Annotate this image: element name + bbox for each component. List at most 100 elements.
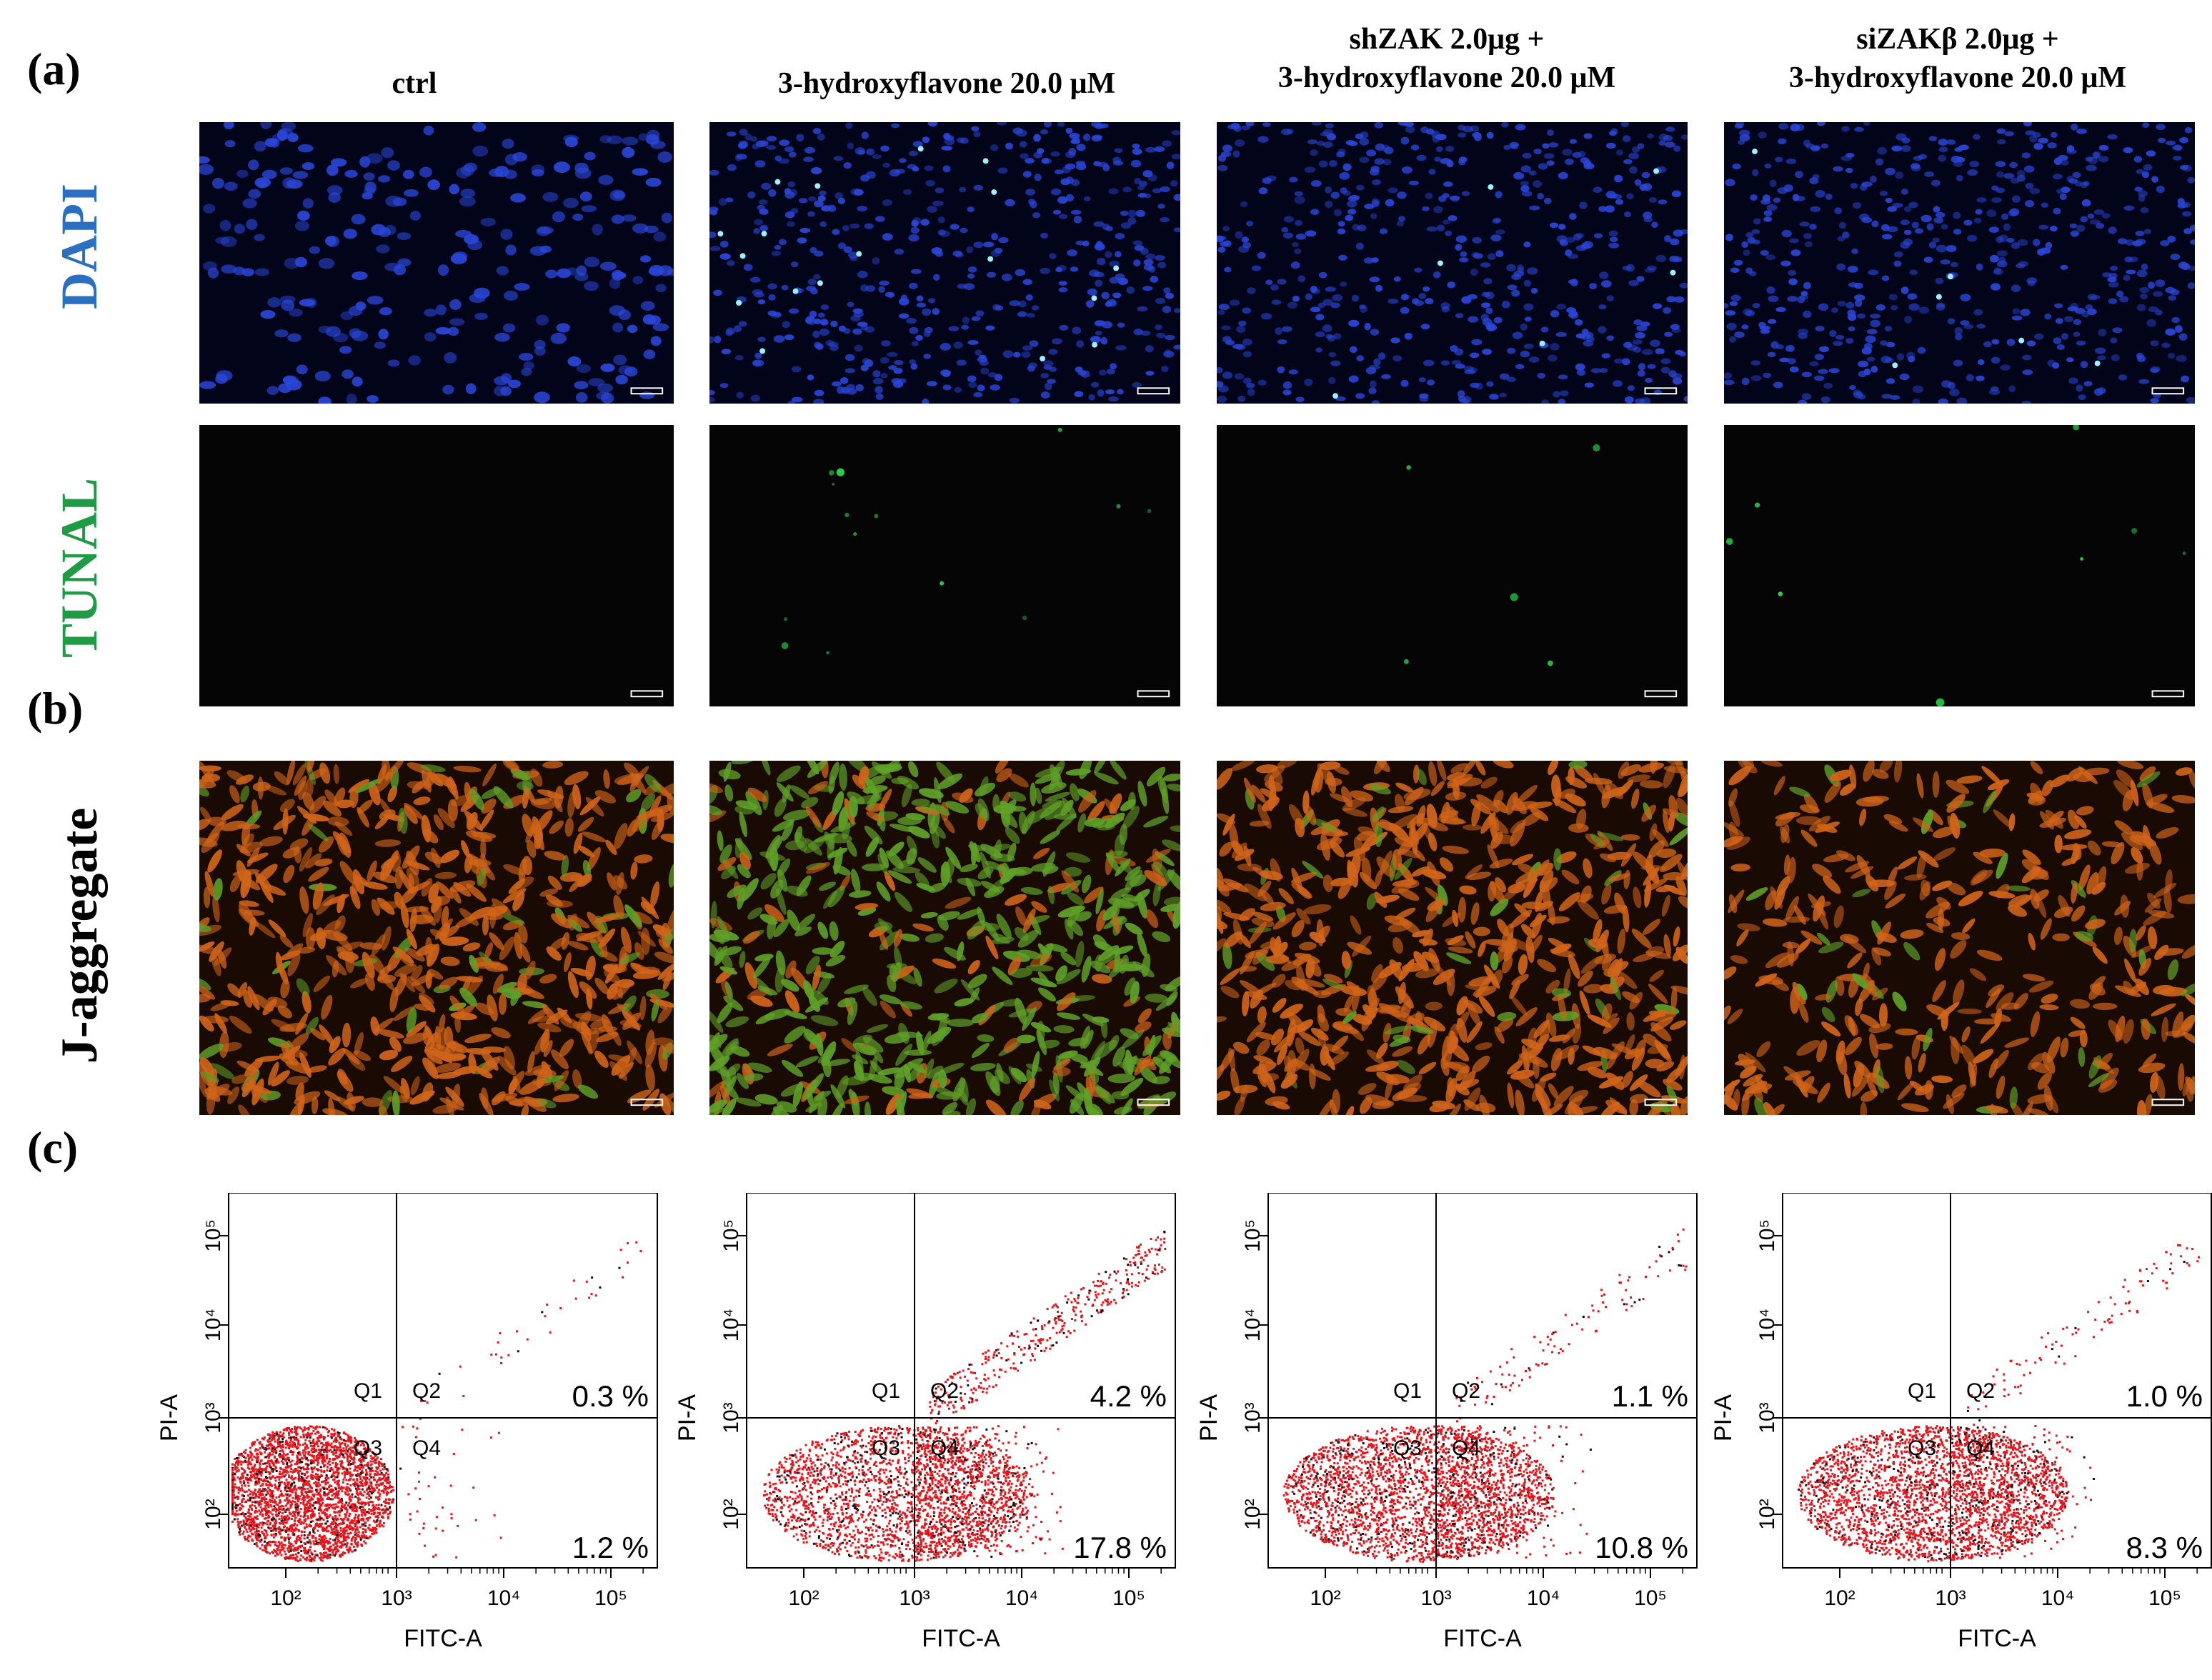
flow-event-dot xyxy=(317,1476,319,1479)
flow-event-dot xyxy=(459,1365,462,1368)
flow-event-dot xyxy=(336,1448,339,1451)
flow-event-dot xyxy=(257,1526,260,1529)
flow-event-dot xyxy=(812,1511,814,1514)
flow-event-dot xyxy=(303,1426,306,1429)
flow-event-dot xyxy=(246,1454,249,1457)
flow-event-dot xyxy=(1000,1356,1003,1359)
flow-event-dot xyxy=(236,1466,239,1469)
flow-event-dot xyxy=(244,1537,246,1539)
flow-event-dot xyxy=(335,1536,338,1539)
flow-event-dot xyxy=(844,1431,847,1434)
flow-event-dot xyxy=(895,1511,897,1514)
flow-event-dot xyxy=(307,1459,309,1461)
flow-event-dot xyxy=(356,1519,359,1522)
flow-event-dot xyxy=(349,1459,352,1462)
flow-event-dot xyxy=(845,1535,848,1538)
flow-event-dot xyxy=(817,1497,820,1500)
flow-event-dot xyxy=(291,1526,294,1529)
flow-event-dot xyxy=(263,1533,265,1536)
flow-event-dot xyxy=(289,1525,292,1528)
flow-event-dot xyxy=(269,1454,271,1456)
flow-event-dot xyxy=(932,1476,935,1479)
flow-event-dot xyxy=(377,1504,380,1506)
flow-event-dot xyxy=(241,1461,244,1464)
flow-event-dot xyxy=(265,1498,268,1500)
flow-event-dot xyxy=(374,1515,377,1518)
flow-event-dot xyxy=(935,1484,937,1486)
flow-event-dot xyxy=(322,1454,325,1456)
flow-event-dot xyxy=(951,1554,954,1556)
flow-event-dot xyxy=(264,1509,266,1511)
flow-event-dot xyxy=(930,1471,932,1474)
flow-event-dot xyxy=(295,1431,298,1434)
flow-event-dot xyxy=(1131,1281,1134,1284)
flow-event-dot xyxy=(868,1506,871,1509)
flow-event-dot xyxy=(279,1522,282,1525)
flow-event-dot xyxy=(932,1556,935,1559)
flow-event-dot xyxy=(337,1431,339,1434)
flow-event-dot xyxy=(894,1477,897,1480)
flow-event-dot xyxy=(300,1530,303,1533)
flow-event-dot xyxy=(922,1539,925,1542)
flow-event-dot xyxy=(996,1544,998,1547)
flow-event-dot xyxy=(981,1506,984,1509)
flow-event-dot xyxy=(387,1516,389,1519)
flow-event-dot xyxy=(341,1461,344,1464)
flow-event-dot xyxy=(304,1488,307,1491)
flow-event-dot xyxy=(989,1471,992,1474)
flow-event-dot xyxy=(297,1451,299,1454)
flow-event-dot xyxy=(276,1489,279,1491)
flow-event-dot xyxy=(247,1494,249,1497)
flow-event-dot xyxy=(844,1471,847,1474)
flow-event-dot xyxy=(307,1453,310,1456)
flow-event-dot xyxy=(368,1478,371,1481)
flow-event-dot xyxy=(379,1520,382,1523)
flow-event-dot xyxy=(338,1511,341,1514)
flow-event-dot xyxy=(251,1504,254,1506)
flow-event-dot xyxy=(249,1450,251,1453)
micrograph-jagg-1 xyxy=(197,759,676,1117)
flow-event-dot xyxy=(1026,1511,1028,1514)
flow-event-dot xyxy=(825,1486,828,1489)
flow-event-dot xyxy=(1096,1284,1099,1287)
flow-event-dot xyxy=(247,1534,250,1537)
flow-event-dot xyxy=(348,1497,351,1500)
flow-event-dot xyxy=(344,1449,347,1452)
flow-event-dot xyxy=(982,1387,985,1390)
flow-event-dot xyxy=(363,1464,366,1466)
flow-event-dot xyxy=(1025,1472,1028,1475)
flow-event-dot xyxy=(800,1499,803,1501)
flow-event-dot xyxy=(927,1489,930,1491)
flow-event-dot xyxy=(892,1442,895,1445)
flow-event-dot xyxy=(250,1521,253,1524)
flow-event-dot xyxy=(367,1486,370,1489)
flow-event-dot xyxy=(332,1531,334,1534)
flow-event-dot xyxy=(984,1480,987,1483)
flow-event-dot xyxy=(330,1476,333,1479)
flow-event-dot xyxy=(882,1500,885,1503)
flow-event-dot xyxy=(375,1531,378,1534)
flow-event-dot xyxy=(243,1451,246,1453)
flow-event-dot xyxy=(811,1493,814,1496)
flow-event-dot xyxy=(319,1466,322,1469)
flow-event-dot xyxy=(232,1476,235,1479)
flow-event-dot xyxy=(950,1466,953,1469)
flow-event-dot xyxy=(339,1463,342,1466)
flow-event-dot xyxy=(263,1517,266,1520)
flow-event-dot xyxy=(231,1499,234,1501)
flow-event-dot xyxy=(870,1440,872,1443)
flow-event-dot xyxy=(343,1476,346,1479)
flow-event-dot xyxy=(288,1436,290,1439)
flow-event-dot xyxy=(302,1444,304,1446)
flow-event-dot xyxy=(231,1509,234,1511)
flow-event-dot xyxy=(384,1478,387,1481)
flow-event-dot xyxy=(785,1521,788,1524)
flow-event-dot xyxy=(835,1464,837,1467)
flow-event-dot xyxy=(887,1491,890,1494)
flow-event-dot xyxy=(344,1444,347,1446)
flow-event-dot xyxy=(362,1506,364,1508)
flow-event-dot xyxy=(841,1491,844,1494)
flow-event-dot xyxy=(304,1456,307,1459)
flow-event-dot xyxy=(793,1515,796,1518)
flow-event-dot xyxy=(317,1430,319,1433)
